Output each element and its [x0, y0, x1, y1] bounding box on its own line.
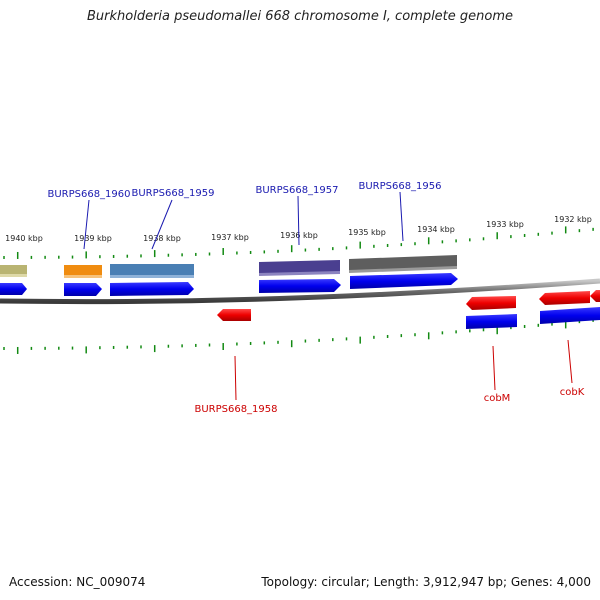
callout-line-1960 [83, 199, 90, 250]
feature-bar-1959-shade [110, 275, 194, 278]
feature-bar-1960-shade [64, 275, 102, 278]
forward-gene-burps668-1957[interactable] [259, 279, 341, 293]
callout-line-1956 [399, 191, 404, 242]
feature-bar-1959[interactable] [110, 264, 194, 277]
feature-bar-1956-shade [349, 266, 457, 273]
gene-label-burps668-1957[interactable]: BURPS668_1957 [255, 185, 338, 196]
forward-gene-burps668-1960[interactable] [64, 283, 102, 296]
gene-label-burps668-1959[interactable]: BURPS668_1959 [131, 188, 214, 199]
gene-label-cobk[interactable]: cobK [560, 387, 585, 398]
feature-bar-1960[interactable] [64, 265, 102, 277]
kbp-ticks-upper [3, 226, 594, 259]
reverse-gene-cobk[interactable] [539, 291, 590, 305]
kbp-label-1934: 1934 kbp [417, 225, 455, 234]
forward-gene-edge-left[interactable] [0, 283, 27, 295]
map-title: Burkholderia pseudomallei 668 chromosome… [86, 9, 514, 24]
callout-line-1959 [151, 199, 173, 250]
forward-gene-burps668-1959[interactable] [110, 282, 194, 296]
lower-gene-cobk-partner[interactable] [540, 307, 600, 324]
gene-label-burps668-1960[interactable]: BURPS668_1960 [47, 189, 130, 200]
callout-line-1958 [234, 355, 237, 401]
gene-label-burps668-1956[interactable]: BURPS668_1956 [358, 181, 441, 192]
feature-bar-1957-shade [259, 271, 340, 276]
callout-line-cobm [492, 345, 496, 391]
kbp-label-1938: 1938 kbp [143, 234, 181, 243]
kbp-label-1935: 1935 kbp [348, 228, 386, 237]
gene-label-burps668-1958[interactable]: BURPS668_1958 [194, 404, 277, 415]
kbp-label-1940: 1940 kbp [5, 234, 43, 243]
kbp-label-1933: 1933 kbp [486, 220, 524, 229]
forward-gene-burps668-1956[interactable] [350, 273, 458, 289]
kbp-label-1939: 1939 kbp [74, 234, 112, 243]
reverse-gene-burps668-1958[interactable] [217, 309, 251, 321]
genome-summary-text: Topology: circular; Length: 3,912,947 bp… [261, 575, 591, 589]
reverse-gene-cobm[interactable] [466, 296, 516, 310]
feature-bar-1940-shade [0, 274, 27, 277]
reverse-gene-edge-right[interactable] [590, 290, 600, 302]
kbp-label-1937: 1937 kbp [211, 233, 249, 242]
kbp-label-1932: 1932 kbp [554, 215, 592, 224]
callout-line-1957 [297, 195, 300, 246]
accession-text: Accession: NC_009074 [9, 575, 146, 589]
feature-bar-1940[interactable] [0, 265, 27, 276]
lower-gene-cobm-partner[interactable] [466, 314, 517, 329]
callout-line-cobk [567, 339, 573, 384]
gene-label-cobm[interactable]: cobM [484, 393, 511, 404]
kbp-ticks-lower [3, 318, 594, 354]
feature-bar-1957[interactable] [259, 260, 340, 275]
genome-backbone [0, 278, 600, 305]
